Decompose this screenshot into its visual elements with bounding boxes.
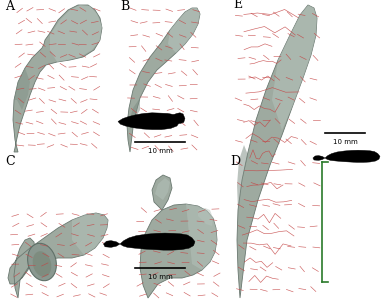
Polygon shape	[168, 8, 200, 53]
Polygon shape	[152, 175, 172, 210]
Polygon shape	[272, 5, 317, 130]
Text: 10 mm: 10 mm	[333, 139, 357, 145]
Polygon shape	[127, 8, 200, 152]
Polygon shape	[14, 68, 30, 110]
Polygon shape	[72, 213, 108, 255]
Polygon shape	[140, 204, 217, 298]
Polygon shape	[237, 5, 317, 298]
Polygon shape	[313, 156, 325, 160]
Polygon shape	[198, 208, 213, 226]
Text: A: A	[5, 0, 14, 13]
Text: B: B	[120, 0, 129, 13]
Ellipse shape	[33, 251, 51, 277]
Polygon shape	[237, 145, 248, 210]
Text: 10 mm: 10 mm	[147, 274, 172, 280]
Polygon shape	[104, 240, 120, 247]
Text: D: D	[230, 155, 240, 168]
Polygon shape	[13, 5, 102, 152]
Polygon shape	[8, 213, 108, 298]
Polygon shape	[118, 113, 180, 130]
Ellipse shape	[28, 243, 56, 281]
Polygon shape	[174, 113, 185, 124]
Polygon shape	[155, 178, 170, 200]
Polygon shape	[50, 5, 102, 62]
Polygon shape	[120, 233, 195, 250]
Text: C: C	[5, 155, 15, 168]
Polygon shape	[186, 204, 217, 270]
Polygon shape	[128, 98, 140, 125]
Text: E: E	[233, 0, 242, 11]
Polygon shape	[325, 150, 380, 163]
Text: 10 mm: 10 mm	[147, 148, 172, 154]
